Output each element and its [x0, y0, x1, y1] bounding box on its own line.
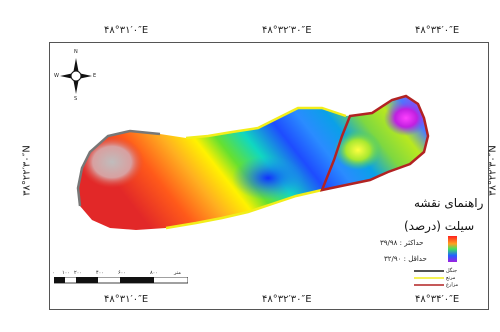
- compass-n-label: N: [74, 49, 78, 55]
- bottom-coordinate-right: ۴۸°۳۴′۰″E: [415, 294, 460, 305]
- compass-w-label: W: [54, 73, 59, 79]
- scale-tick-200: ۲۰۰: [74, 270, 83, 276]
- legend-line-swatches: [414, 270, 444, 286]
- compass-e-label: E: [93, 73, 97, 79]
- farmland-boundary: [319, 94, 430, 192]
- scale-unit-label: متر: [174, 270, 181, 276]
- legend-title: راهنمای نقشه: [414, 196, 484, 210]
- legend-color-ramp: [448, 236, 457, 262]
- legend-min-label: حداقل : ۳۲/۹۰: [384, 255, 427, 263]
- legend-subtitle: سیلت (درصد): [404, 219, 475, 233]
- bottom-coordinate-center: ۴۸°۳۲′۳۰″E: [262, 294, 312, 305]
- top-coordinate-center: ۴۸°۳۲′۳۰″E: [262, 25, 312, 36]
- top-coordinate-left: ۴۸°۳۱′۰″E: [104, 25, 149, 36]
- top-coordinate-right: ۴۸°۳۴′۰″E: [415, 25, 460, 36]
- scale-tick-600: ۶۰۰: [118, 270, 127, 276]
- forest-boundary: [76, 129, 161, 207]
- legend-rangeland-label: مرتع: [446, 275, 456, 281]
- scale-tick-100: ۱۰۰: [62, 270, 71, 276]
- legend-max-label: حداکثر : ۳۹/۹۸: [380, 239, 424, 247]
- scale-bar: [54, 277, 188, 284]
- rangeland-boundary: [165, 106, 347, 230]
- compass-rose-icon: [60, 58, 92, 94]
- legend-farmland-label: مزارع: [446, 282, 459, 288]
- bottom-coordinate-left: ۴۸°۳۱′۰″E: [104, 294, 149, 305]
- legend-forest-label: جنگل: [446, 268, 458, 274]
- scale-tick-800: ۸۰۰: [150, 270, 159, 276]
- compass-s-label: S: [74, 96, 78, 102]
- scale-tick-400: ۴۰۰: [96, 270, 105, 276]
- scale-tick-0: ۰: [52, 270, 55, 276]
